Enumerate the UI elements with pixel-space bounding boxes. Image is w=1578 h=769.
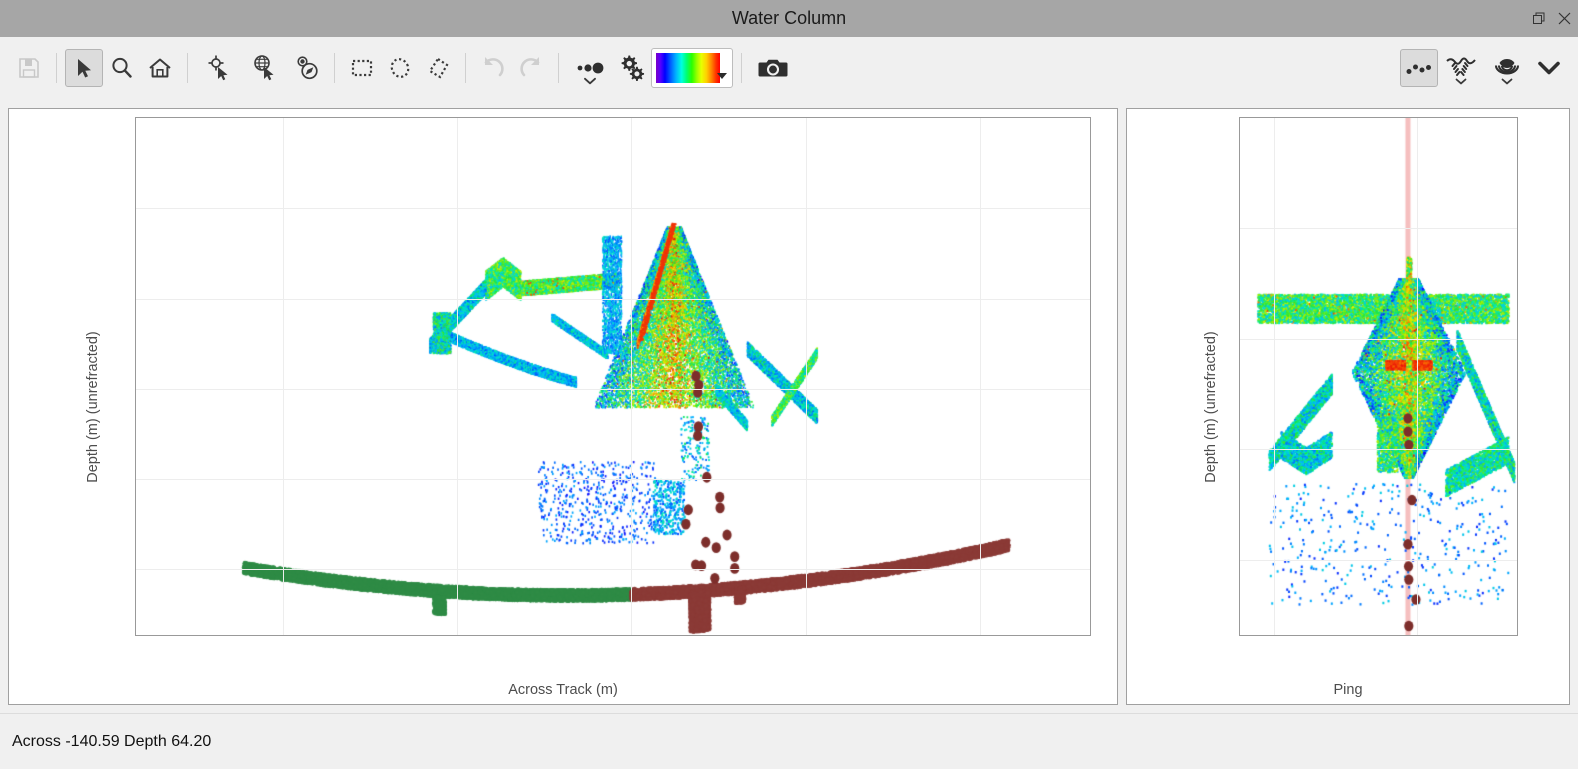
undo-arrow-icon — [484, 57, 504, 77]
window-titlebar: Water Column — [0, 0, 1578, 37]
save-button[interactable] — [10, 49, 48, 87]
dashed-polygon-icon — [428, 57, 449, 79]
chevron-down-icon — [584, 77, 597, 85]
compass-dot-icon — [297, 56, 318, 80]
ping-xlabel: Ping — [1333, 682, 1363, 698]
show-beam-traces-button[interactable] — [1438, 49, 1484, 87]
dashed-rectangle-icon — [351, 59, 373, 77]
ping-panel[interactable]: Depth (m) (unrefracted) Ping 05101520253… — [1126, 108, 1570, 705]
home-icon — [149, 58, 171, 78]
magnifier-icon — [112, 57, 132, 78]
gears-icon — [621, 55, 645, 81]
ping-plot-area[interactable]: 051015202530354045750800 — [1239, 117, 1518, 636]
zoom-button[interactable] — [103, 49, 141, 87]
overflow-button[interactable] — [1530, 49, 1568, 87]
gridline-horizontal — [1240, 338, 1517, 340]
camera-icon — [758, 59, 788, 77]
status-bar: Across -140.59 Depth 64.20 — [0, 713, 1578, 769]
gridline-horizontal — [136, 569, 1090, 571]
gridline-vertical — [805, 118, 807, 635]
chevron-down-icon — [717, 73, 727, 79]
toolbar-separator — [334, 53, 335, 83]
polygon-select-button[interactable] — [419, 49, 457, 87]
across-track-panel[interactable]: Depth (m) (unrefracted) Across Track (m)… — [8, 108, 1118, 705]
redo-button[interactable] — [512, 49, 550, 87]
ping-canvas[interactable] — [1240, 118, 1517, 635]
pick-target-button[interactable] — [196, 49, 242, 87]
toolbar-separator — [56, 53, 57, 83]
select-pointer-button[interactable] — [65, 49, 103, 87]
beam-traces-icon — [1446, 57, 1476, 76]
gridline-vertical — [1416, 118, 1418, 635]
across-track-canvas[interactable] — [136, 118, 1090, 635]
pick-globe-button[interactable] — [242, 49, 288, 87]
main-toolbar — [0, 37, 1578, 100]
dots-size-icon — [577, 62, 604, 74]
gridline-vertical — [631, 118, 633, 635]
cursor-readout: Across -140.59 Depth 64.20 — [12, 732, 212, 750]
toolbar-separator — [741, 53, 742, 83]
ping-ylabel: Depth (m) (unrefracted) — [1202, 330, 1219, 483]
screenshot-button[interactable] — [750, 49, 796, 87]
home-button[interactable] — [141, 49, 179, 87]
across-track-xlabel: Across Track (m) — [508, 682, 618, 698]
compass-button[interactable] — [288, 49, 326, 87]
gridline-vertical — [1274, 118, 1276, 635]
plot-container: Depth (m) (unrefracted) Across Track (m)… — [0, 100, 1578, 713]
crosshair-cursor-icon — [208, 55, 228, 81]
gridline-horizontal — [136, 479, 1090, 481]
toolbar-separator — [558, 53, 559, 83]
globe-cursor-icon — [254, 55, 274, 81]
gridline-horizontal — [136, 388, 1090, 390]
ellipse-select-button[interactable] — [381, 49, 419, 87]
gridline-horizontal — [136, 298, 1090, 300]
point-size-button[interactable] — [567, 49, 613, 87]
arcs-eye-icon — [1494, 59, 1520, 75]
dashed-ellipse-icon — [390, 58, 410, 78]
show-wobble-button[interactable] — [1484, 49, 1530, 87]
toolbar-separator — [465, 53, 466, 83]
chevron-down-icon — [1501, 78, 1513, 85]
arrow-pointer-icon — [78, 59, 91, 78]
across-track-plot-area[interactable]: 0510152025303540455055-100-50050100 — [135, 117, 1091, 636]
chevron-down-icon — [1538, 61, 1560, 75]
colormap-button[interactable] — [651, 48, 733, 88]
window-controls — [1531, 0, 1572, 37]
gridline-horizontal — [1240, 559, 1517, 561]
show-soundings-button[interactable] — [1400, 49, 1438, 87]
floppy-disk-icon — [19, 58, 39, 78]
rectangle-select-button[interactable] — [343, 49, 381, 87]
close-icon[interactable] — [1556, 11, 1572, 27]
gridline-horizontal — [1240, 228, 1517, 230]
toolbar-separator — [187, 53, 188, 83]
across-track-ylabel: Depth (m) (unrefracted) — [84, 330, 101, 483]
redo-arrow-icon — [520, 57, 540, 77]
chevron-down-icon — [1455, 78, 1467, 85]
window-title: Water Column — [731, 8, 847, 28]
gridline-vertical — [456, 118, 458, 635]
restore-icon[interactable] — [1531, 11, 1547, 27]
undo-button[interactable] — [474, 49, 512, 87]
settings-button[interactable] — [613, 49, 651, 87]
gridline-horizontal — [136, 208, 1090, 210]
gridline-horizontal — [1240, 449, 1517, 451]
gridline-vertical — [980, 118, 982, 635]
dots-curve-icon — [1406, 64, 1431, 74]
colormap-swatch-icon — [656, 53, 720, 83]
gridline-vertical — [282, 118, 284, 635]
